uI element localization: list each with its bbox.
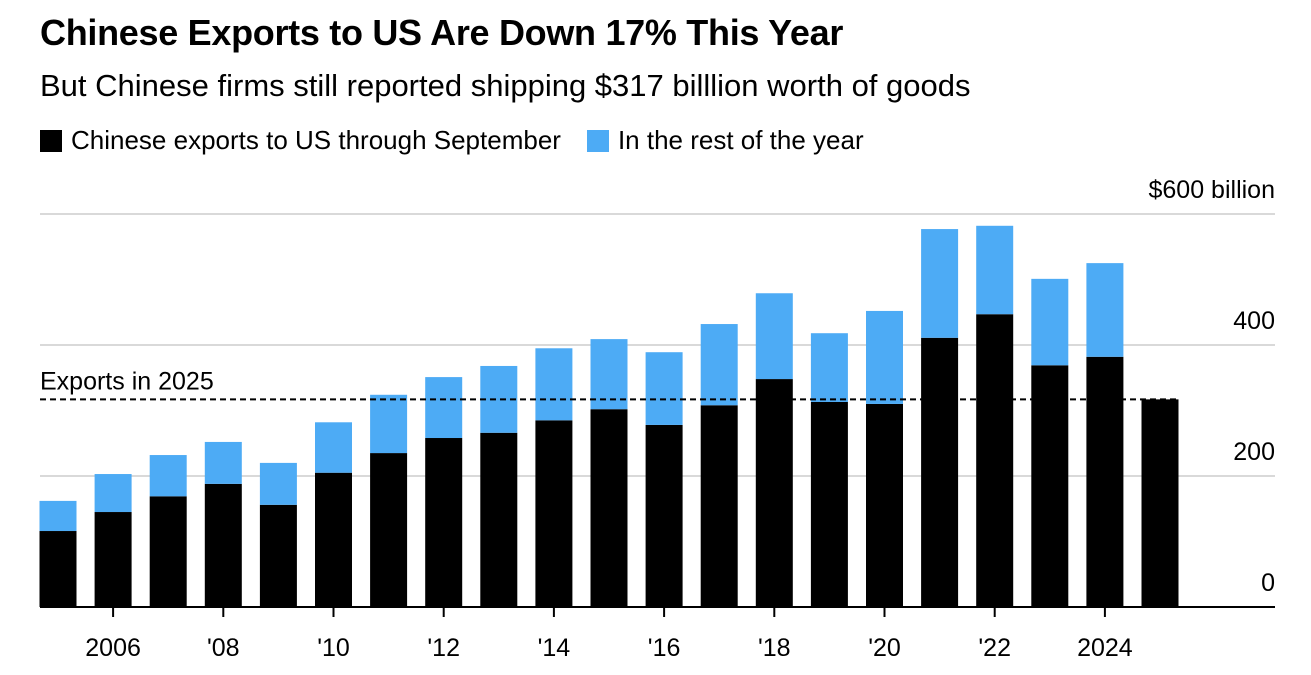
legend-swatch-black: [40, 129, 62, 152]
bar-through-september: [810, 401, 848, 607]
x-tick-label: '10: [317, 634, 350, 662]
legend-label: In the rest of the year: [617, 125, 864, 155]
reference-line-label: Exports in 2025: [40, 367, 214, 395]
bar-through-september: [755, 379, 793, 607]
bar-rest-of-year: [370, 394, 408, 454]
bar-through-september: [590, 409, 628, 607]
x-tick-label: '12: [427, 634, 460, 662]
bar-rest-of-year: [425, 377, 463, 439]
bar-through-september: [149, 496, 187, 607]
x-tick-label: '18: [758, 634, 791, 662]
chart-subtitle: But Chinese firms still reported shippin…: [40, 68, 971, 103]
legend-label: Chinese exports to US through September: [71, 125, 561, 155]
bar-rest-of-year: [39, 500, 77, 532]
bar-through-september: [866, 403, 903, 607]
x-tick-label: 2024: [1077, 634, 1133, 662]
x-tick-label: '20: [868, 634, 901, 662]
x-tick-label: '16: [648, 634, 681, 662]
bar-rest-of-year: [755, 293, 793, 380]
legend: Chinese exports to US through September …: [40, 125, 890, 156]
y-tick-label: 0: [1261, 569, 1275, 597]
bar-through-september: [370, 453, 408, 607]
bar-rest-of-year: [700, 324, 738, 406]
bar-rest-of-year: [204, 441, 242, 484]
bar-through-september: [976, 314, 1014, 607]
bar-through-september: [645, 424, 683, 607]
bar-rest-of-year: [1031, 278, 1069, 366]
bar-rest-of-year: [94, 474, 132, 513]
bar-rest-of-year: [315, 422, 352, 473]
bar-rest-of-year: [810, 333, 848, 402]
bar-rest-of-year: [866, 310, 903, 404]
y-tick-label: 200: [1233, 438, 1275, 466]
bar-rest-of-year: [645, 352, 683, 425]
bar-rest-of-year: [590, 339, 628, 410]
chart-title: Chinese Exports to US Are Down 17% This …: [40, 12, 844, 53]
bar-rest-of-year: [149, 455, 187, 497]
bar-rest-of-year: [259, 462, 297, 505]
bar-through-september: [1141, 399, 1179, 607]
bar-through-september: [480, 432, 518, 607]
bar-through-september: [425, 438, 463, 607]
y-tick-label: $600 billion: [1149, 176, 1276, 204]
bar-rest-of-year: [1086, 263, 1124, 357]
bar-rest-of-year: [976, 225, 1014, 315]
legend-item-rest-of-year: In the rest of the year: [586, 125, 864, 156]
bar-through-september: [535, 420, 573, 607]
bar-through-september: [259, 504, 297, 607]
bar-through-september: [1086, 356, 1124, 607]
legend-swatch-blue: [586, 129, 609, 152]
bar-through-september: [94, 512, 132, 607]
bar-through-september: [204, 483, 242, 607]
x-tick-label: '08: [207, 634, 240, 662]
y-tick-label: 400: [1233, 307, 1275, 335]
bar-through-september: [315, 472, 352, 607]
bar-through-september: [39, 531, 77, 607]
x-tick-label: '14: [538, 634, 571, 662]
x-tick-label: 2006: [85, 634, 141, 662]
legend-item-through-september: Chinese exports to US through September: [40, 125, 561, 156]
x-tick-label: '22: [978, 634, 1011, 662]
bar-through-september: [1031, 365, 1069, 607]
bar-rest-of-year: [921, 229, 959, 338]
bar-through-september: [921, 337, 959, 607]
bar-through-september: [700, 405, 738, 607]
bar-rest-of-year: [535, 348, 573, 421]
